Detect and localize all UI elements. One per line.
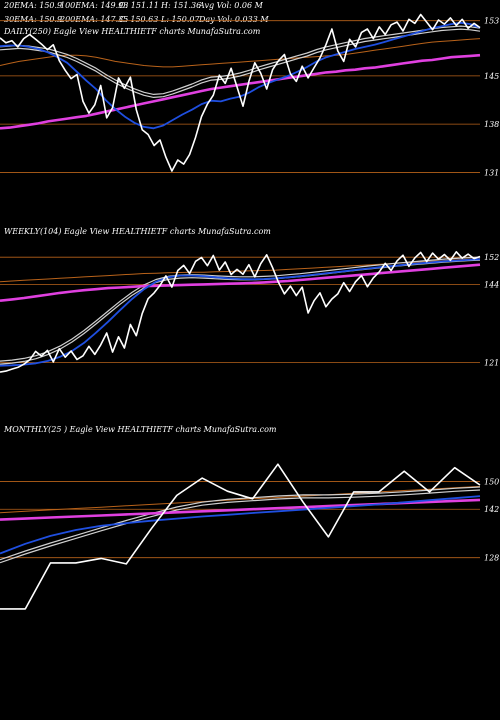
y-tick-label: 131 [484, 168, 499, 177]
blue-ema-line [0, 258, 481, 367]
grey-ema-line [0, 256, 481, 362]
price-line [0, 251, 481, 373]
price-line [0, 13, 481, 172]
header-100ema: 100EMA: 149.93 [60, 1, 128, 10]
header-avg-vol: Avg Vol: 0.06 M [198, 1, 264, 10]
weekly-panel: WEEKLY(104) Eagle View HEALTHIETF charts… [0, 227, 499, 373]
ema-header: 20EMA: 150.9 100EMA: 149.93 O: 151.11 H:… [3, 1, 269, 24]
header-200ema: 200EMA: 147.35 [59, 15, 128, 24]
header-close: C: 150.63 [119, 15, 158, 24]
y-tick-label: 142 [484, 505, 499, 514]
monthly-panel: MONTHLY(25 ) Eagle View HEALTHIETF chart… [0, 425, 499, 610]
orange-ema-line [0, 485, 481, 514]
y-tick-label: 150 [484, 478, 499, 487]
header-open: O: 151.11 [119, 1, 159, 10]
grey-ema-line [0, 25, 481, 96]
header-30ema: 30EMA: 150.9 [4, 15, 62, 24]
header-day-vol: Day Vol: 0.033 M [198, 15, 269, 24]
y-tick-label: 152 [484, 253, 499, 262]
price-line [0, 463, 481, 610]
magenta-ema-line [0, 263, 481, 302]
y-tick-label: 128 [484, 554, 499, 563]
weekly-caption: WEEKLY(104) Eagle View HEALTHIETF charts… [4, 227, 271, 236]
daily-panel: DAILY(250) Eagle View HEALTHIETF charts … [0, 13, 499, 177]
blue-ema-line [0, 495, 481, 555]
y-tick-label: 121 [484, 359, 499, 368]
y-tick-label: 138 [484, 120, 499, 129]
y-tick-label: 145 [484, 72, 499, 81]
y-tick-label: 153 [484, 17, 499, 26]
magenta-ema-line [0, 53, 481, 130]
daily-caption: DAILY(250) Eagle View HEALTHIETF charts … [3, 27, 261, 36]
header-high: H: 151.36 [160, 1, 201, 10]
grey-ema-line-twin [0, 489, 481, 564]
grey-ema-line [0, 486, 481, 561]
y-tick-label: 144 [484, 280, 499, 289]
header-low: L: 150.07 [160, 15, 200, 24]
monthly-caption: MONTHLY(25 ) Eagle View HEALTHIETF chart… [3, 425, 277, 434]
grey-ema-line-twin [0, 28, 481, 99]
orange-ema-line [0, 38, 481, 68]
header-20ema: 20EMA: 150.9 [3, 1, 62, 10]
